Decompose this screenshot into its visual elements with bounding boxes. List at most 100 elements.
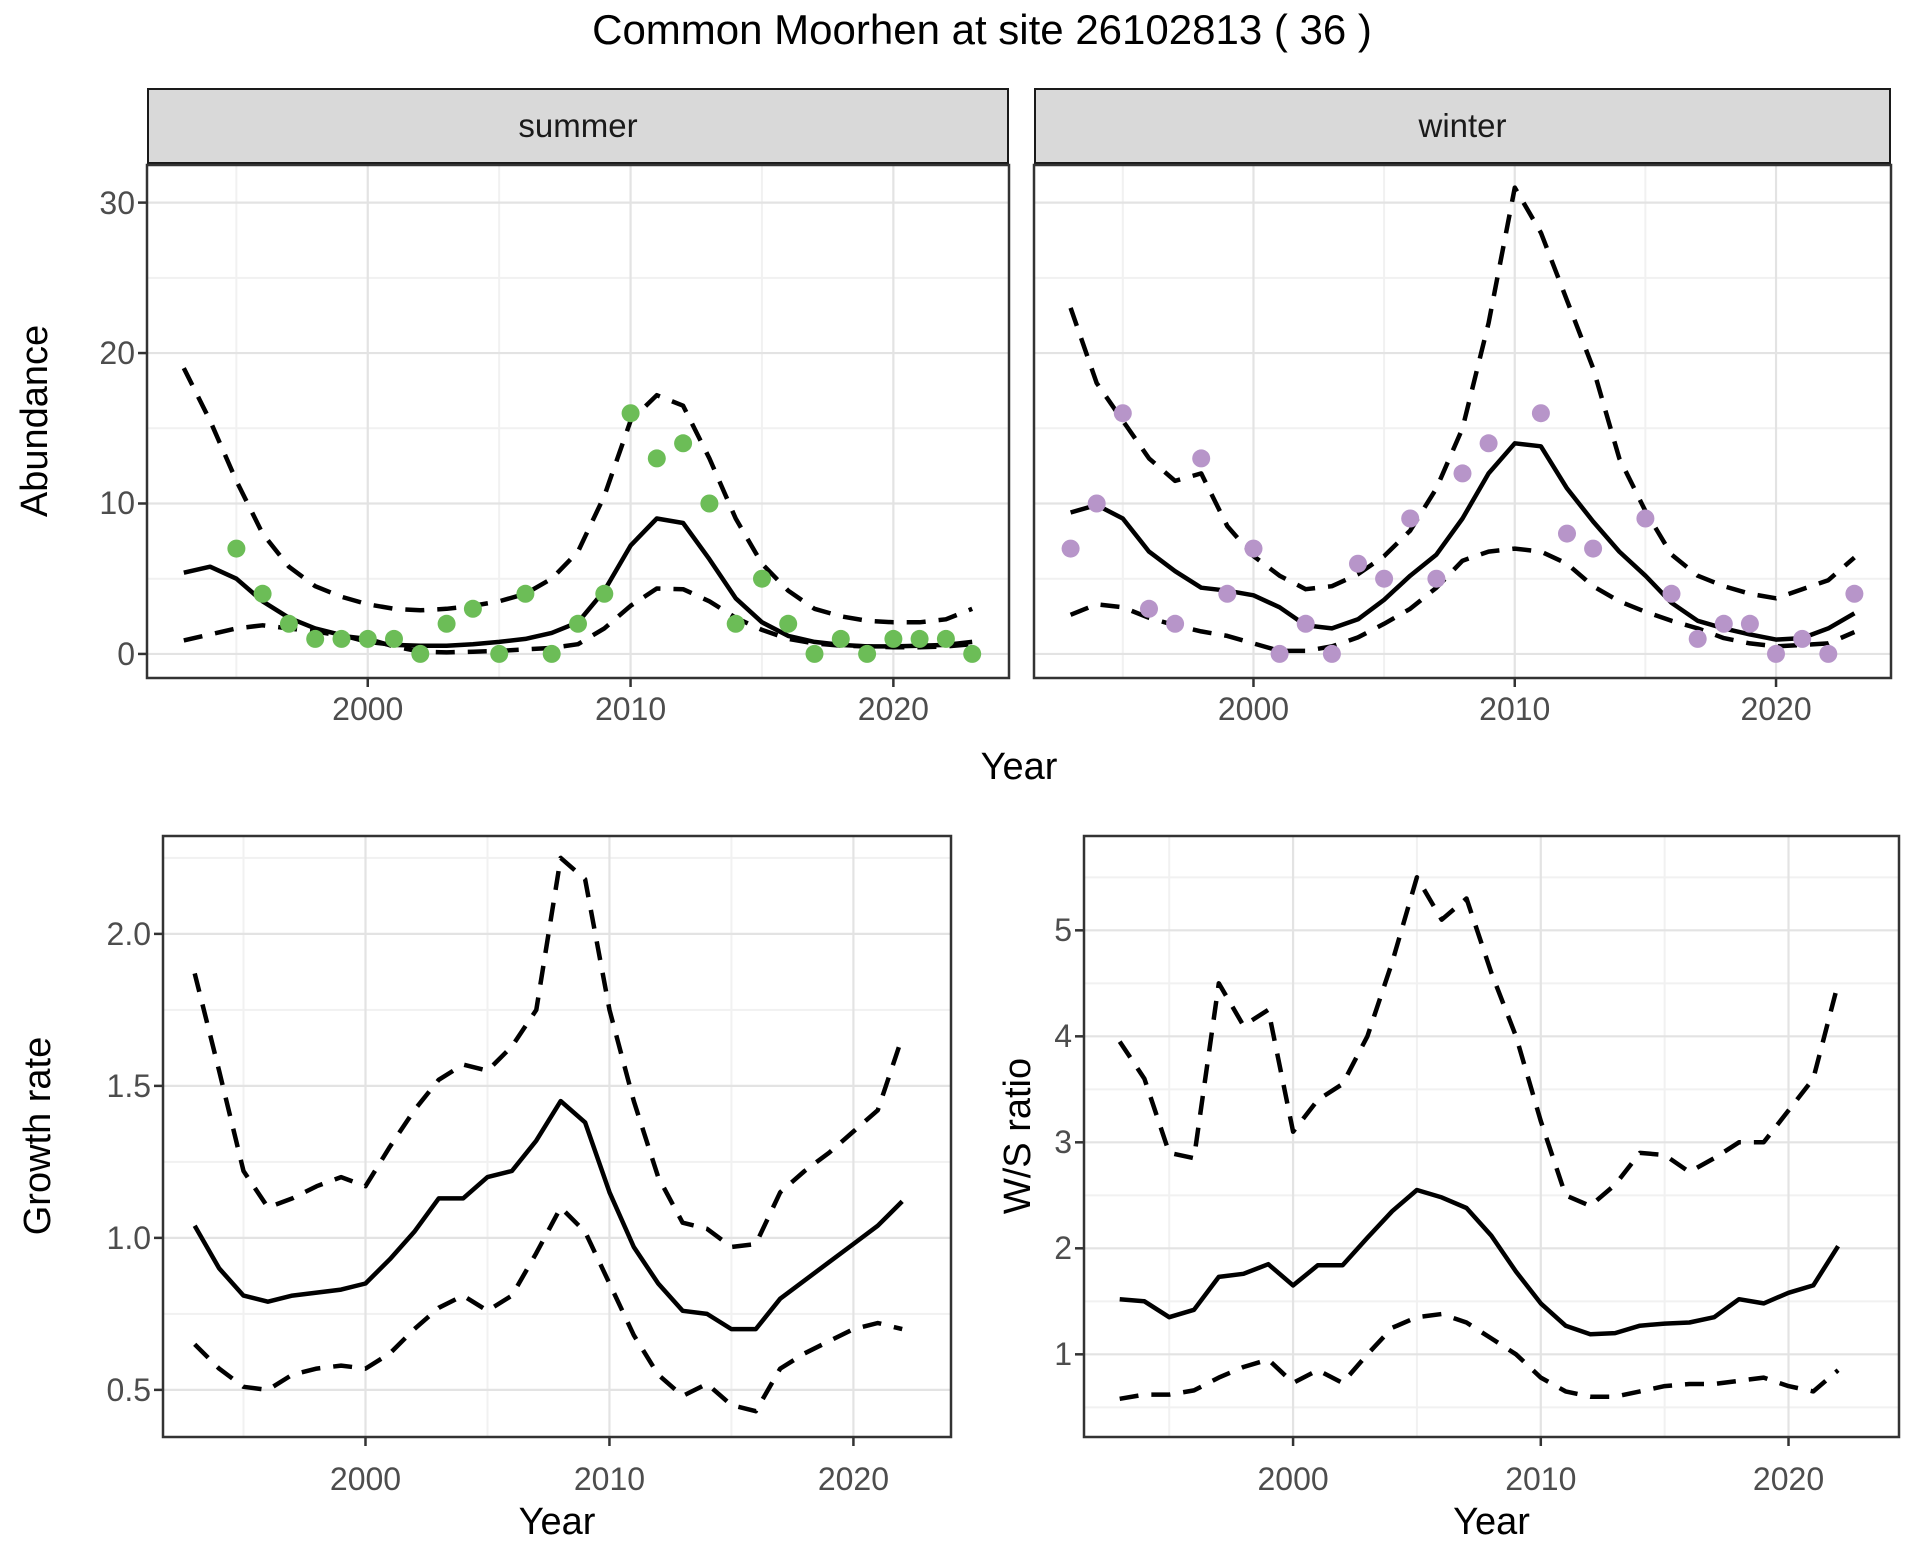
- summer-panel-border: [145, 163, 1011, 680]
- y-tick-label: 0.5: [106, 1371, 151, 1408]
- summer-data-point: [726, 614, 745, 633]
- summer-data-point: [884, 629, 903, 648]
- summer-data-point: [858, 644, 877, 663]
- y-tick-label: 20: [99, 335, 135, 372]
- summer-data-point: [674, 434, 693, 453]
- winter-data-point: [1087, 494, 1106, 513]
- x-tick-label: 2020: [857, 691, 929, 727]
- summer-data-point: [831, 629, 850, 648]
- winter-data-point: [1845, 584, 1864, 603]
- y-tick-label: 10: [99, 485, 135, 522]
- winter-ci-lower-line: [1069, 546, 1856, 654]
- growth-rate-fit-line: [192, 1098, 904, 1332]
- winter-data-point: [1662, 584, 1681, 603]
- chart-title: Common Moorhen at site 26102813 ( 36 ): [592, 6, 1372, 53]
- summer-data-point: [279, 614, 298, 633]
- x-tick-label: 2020: [1740, 691, 1812, 727]
- summer-data-point: [963, 644, 982, 663]
- growth-rate-ci-lower-line: [193, 1205, 903, 1414]
- winter-data-point: [1558, 524, 1576, 543]
- winter-data-point: [1819, 644, 1838, 663]
- summer-points: [227, 404, 982, 663]
- winter-data-point: [1113, 404, 1132, 423]
- winter-data-point: [1479, 434, 1498, 453]
- winter-data-point: [1218, 584, 1237, 603]
- summer-data-point: [253, 584, 272, 603]
- winter-data-point: [1740, 614, 1759, 633]
- summer-data-point: [936, 629, 955, 648]
- winter-points: [1061, 404, 1864, 663]
- summer-data-point: [569, 614, 587, 633]
- winter-data-point: [1767, 644, 1785, 663]
- summer-data-point: [490, 644, 509, 663]
- ws-ratio-ci-upper-line: [1117, 875, 1841, 1209]
- summer-ci-upper-line: [181, 367, 974, 625]
- x-tick-label: 2000: [1217, 691, 1290, 727]
- y-tick-label: 1.5: [106, 1067, 151, 1104]
- summer-data-point: [700, 494, 719, 513]
- facet-strip-summer-label: summer: [518, 107, 638, 144]
- facet-strip-winter: winter: [1034, 88, 1891, 165]
- winter-data-point: [1061, 539, 1080, 558]
- ws-ratio-series: [1117, 875, 1841, 1402]
- summer-data-point: [306, 629, 325, 648]
- x-tick-label: 2010: [1479, 691, 1551, 727]
- ws-ratio-fit-line: [1119, 1187, 1841, 1337]
- winter-data-point: [1296, 614, 1315, 633]
- summer-data-point: [805, 644, 824, 663]
- winter-data-point: [1584, 539, 1603, 558]
- summer-data-point: [463, 599, 482, 618]
- x-tick-label: 2010: [573, 1461, 646, 1497]
- winter-data-point: [1270, 644, 1289, 663]
- winter-data-point: [1349, 554, 1367, 573]
- winter-data-point: [1688, 629, 1707, 648]
- y-tick-label: 1.0: [106, 1219, 151, 1256]
- winter-panel-border: [1032, 163, 1893, 680]
- x-axis-label-year-bottom-right: Year: [1453, 1501, 1530, 1543]
- summer-data-point: [411, 644, 430, 663]
- y-tick-label: 2.0: [106, 915, 151, 952]
- summer-data-point: [227, 539, 246, 558]
- growth-rate-ci-upper-line: [192, 855, 905, 1250]
- summer-data-point: [621, 404, 640, 423]
- x-axis-label-year-bottom-left: Year: [518, 1501, 596, 1543]
- y-tick-label: 3: [1054, 1124, 1072, 1161]
- x-tick-label: 2000: [329, 1461, 402, 1497]
- ws-ratio-ci-lower-line: [1119, 1311, 1840, 1402]
- summer-data-point: [753, 569, 771, 588]
- y-tick-label: 0: [117, 635, 135, 672]
- winter-data-point: [1636, 509, 1655, 528]
- winter-data-point: [1140, 599, 1158, 618]
- growth-rate-series: [192, 855, 905, 1414]
- x-tick-label: 2000: [1257, 1461, 1329, 1497]
- y-tick-label: 1: [1054, 1336, 1072, 1373]
- x-tick-label: 2010: [594, 691, 667, 727]
- winter-series: [1061, 185, 1864, 663]
- facet-strip-winter-label: winter: [1418, 107, 1507, 144]
- winter-ci-upper-line: [1068, 185, 1856, 601]
- y-axis-label-abundance: Abundance: [14, 324, 56, 518]
- summer-data-point: [647, 449, 666, 468]
- winter-data-point: [1192, 449, 1211, 468]
- summer-data-point: [779, 614, 798, 633]
- summer-data-point: [542, 644, 561, 663]
- summer-series: [181, 367, 982, 663]
- x-tick-label: 2000: [332, 691, 404, 727]
- x-axis-label-year-top: Year: [980, 746, 1058, 788]
- y-axis-label-growth-rate: Growth rate: [17, 1036, 59, 1236]
- winter-data-point: [1453, 464, 1472, 483]
- summer-data-point: [358, 629, 377, 648]
- winter-data-point: [1793, 629, 1812, 648]
- facet-strip-summer: summer: [147, 88, 1009, 165]
- winter-data-point: [1427, 569, 1446, 588]
- summer-data-point: [437, 614, 456, 633]
- summer-data-point: [385, 629, 403, 648]
- summer-data-point: [595, 584, 614, 603]
- winter-data-point: [1714, 614, 1733, 633]
- summer-data-point: [516, 584, 535, 603]
- ws-ratio-panel-border: [1082, 834, 1901, 1439]
- summer-data-point: [332, 629, 351, 648]
- winter-data-point: [1531, 404, 1550, 423]
